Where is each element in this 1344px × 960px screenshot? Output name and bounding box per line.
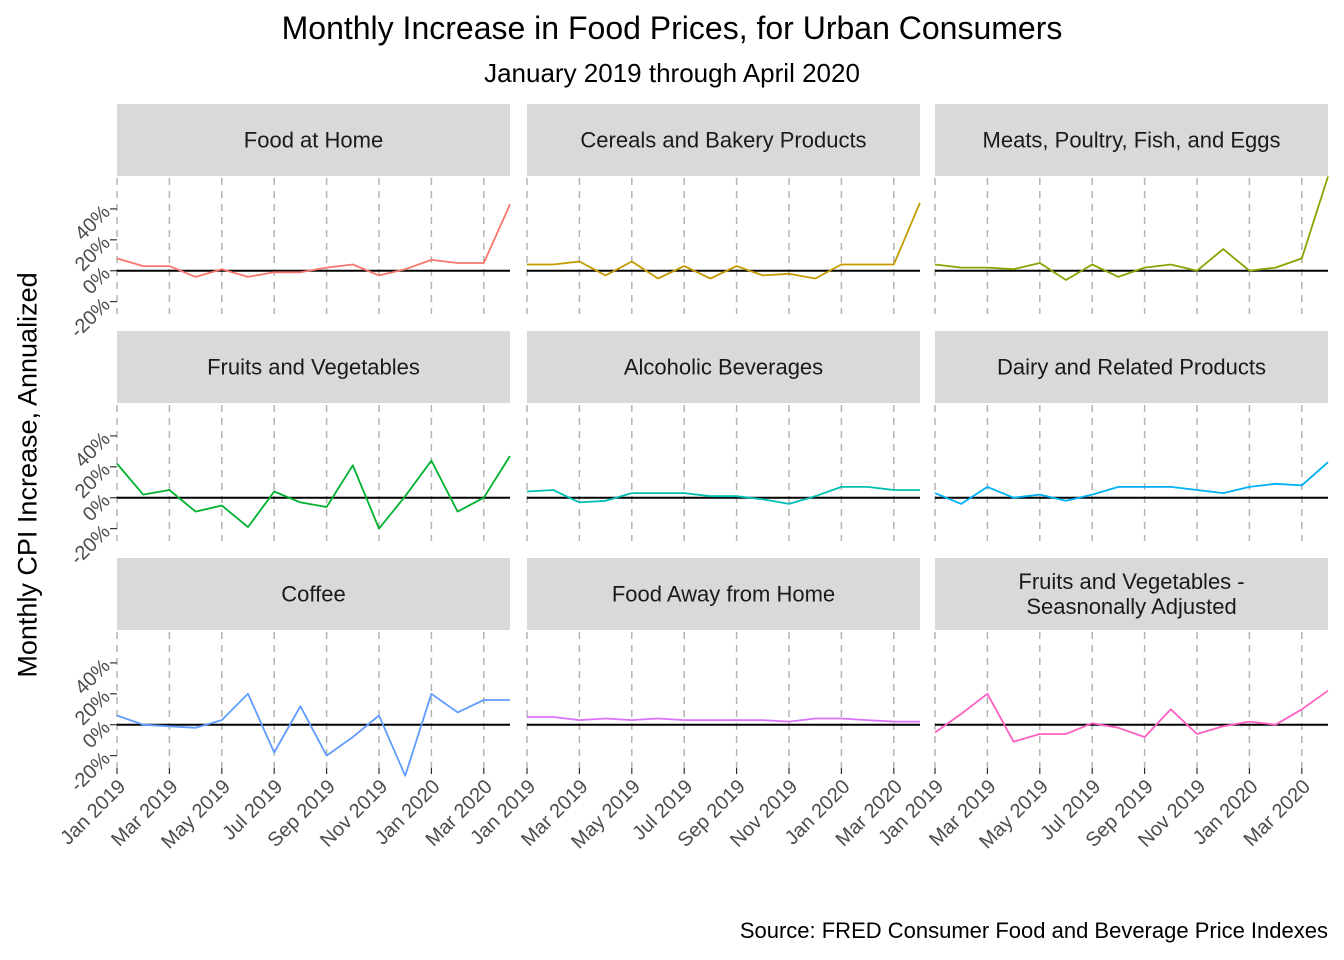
facet-9: Fruits and Vegetables -Seasnonally Adjus… — [874, 558, 1329, 853]
facet-3-strip — [935, 104, 1328, 176]
facet-3-series-line — [934, 176, 1329, 281]
facet-1-series-line — [116, 203, 511, 278]
facet-9-strip-label: Fruits and Vegetables - — [1018, 569, 1244, 594]
facet-1-y-tick-label: 40% — [71, 201, 115, 245]
facet-9-strip — [935, 558, 1328, 630]
facet-9-series-line — [934, 689, 1329, 743]
facet-5-series-line — [526, 485, 920, 505]
facet-2-strip — [527, 104, 920, 176]
facet-7-y-tick-label: 40% — [71, 655, 115, 699]
facet-5: Alcoholic Beverages — [526, 331, 920, 541]
facet-8-strip — [527, 558, 920, 630]
facet-8-strip-label: Food Away from Home — [612, 582, 835, 607]
facet-6-strip-label: Dairy and Related Products — [997, 355, 1266, 380]
facet-1: Food at Home-20%0%20%40% — [66, 104, 511, 343]
facet-4-strip — [117, 331, 510, 403]
facet-2-strip-label: Cereals and Bakery Products — [580, 128, 866, 153]
facet-6: Dairy and Related Products — [934, 331, 1329, 541]
chart-title: Monthly Increase in Food Prices, for Urb… — [281, 10, 1063, 46]
chart-caption: Source: FRED Consumer Food and Beverage … — [739, 918, 1328, 943]
facet-1-strip-label: Food at Home — [244, 128, 383, 153]
facet-7-series-line — [116, 692, 510, 777]
facet-3-strip-label: Meats, Poultry, Fish, and Eggs — [983, 128, 1281, 153]
facet-7-strip — [117, 558, 510, 630]
facet-7-strip-label: Coffee — [281, 582, 345, 607]
facet-1-strip — [117, 104, 510, 176]
facet-5-strip — [527, 331, 920, 403]
facet-6-strip — [935, 331, 1328, 403]
facet-4: Fruits and Vegetables-20%0%20%40% — [66, 331, 511, 570]
facet-2-series-line — [527, 202, 921, 280]
facet-4-strip-label: Fruits and Vegetables — [207, 355, 420, 380]
facet-6-series-line — [934, 461, 1329, 505]
facet-4-y-tick-label: 40% — [71, 428, 115, 472]
facet-4-series-line — [116, 455, 511, 530]
facet-1-y-tick-label: -20% — [66, 294, 115, 343]
facet-8-series-line — [527, 716, 920, 723]
facet-3: Meats, Poultry, Fish, and Eggs — [934, 104, 1329, 314]
facet-4-y-tick-label: -20% — [66, 521, 115, 570]
chart-subtitle: January 2019 through April 2020 — [484, 58, 860, 88]
facet-9-strip-label: Seasnonally Adjusted — [1026, 594, 1236, 619]
facet-5-strip-label: Alcoholic Beverages — [624, 355, 823, 380]
facet-2: Cereals and Bakery Products — [526, 104, 921, 314]
